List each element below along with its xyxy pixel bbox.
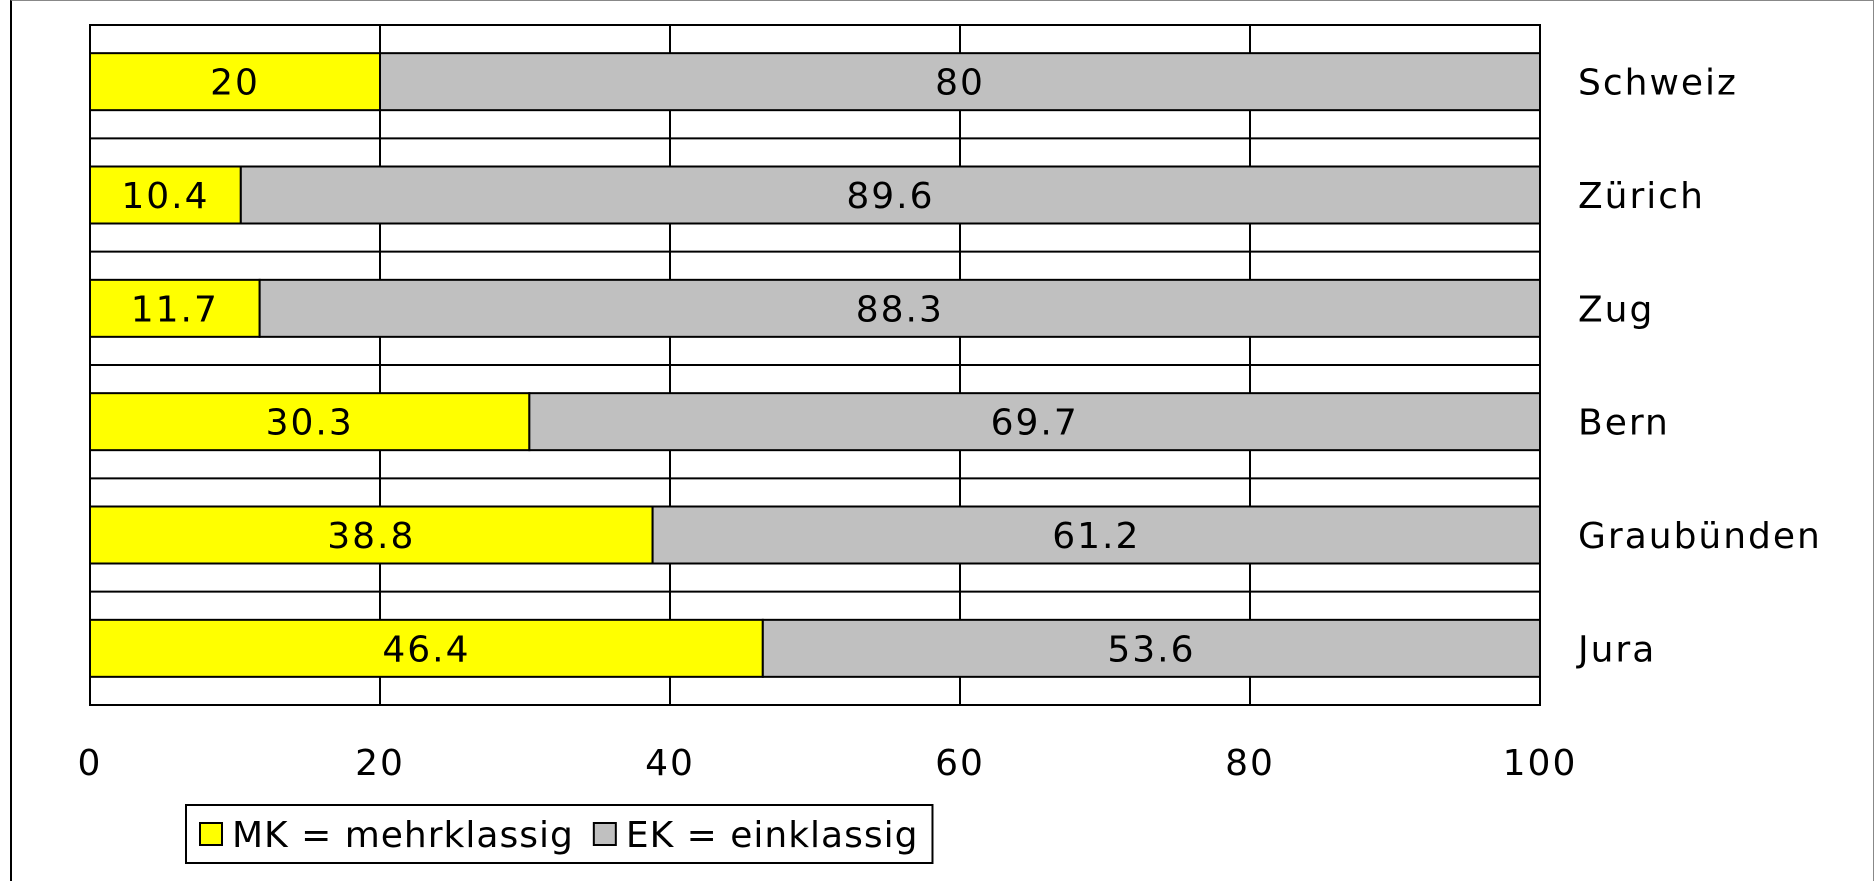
bar-segment: [89, 618, 764, 678]
x-tick-label: 80: [1225, 743, 1275, 784]
data-label: 53.6: [1107, 629, 1195, 670]
label-layer: 20 80 Schweiz 10.4 89.6 Zürich 11.7 88.3 Zug 30.3…: [78, 63, 1822, 784]
data-label: 69.7: [991, 403, 1079, 444]
data-label: 88.3: [856, 289, 944, 330]
x-tick-label: 60: [935, 743, 985, 784]
legend-label: EK = einklassig: [626, 815, 919, 856]
data-label: 89.6: [846, 176, 934, 217]
category-label: Zürich: [1578, 176, 1705, 217]
bar-segment: [258, 278, 1541, 338]
data-label: 10.4: [121, 176, 209, 217]
data-label: 46.4: [382, 629, 470, 670]
bar-segment: [89, 165, 242, 225]
bar-segment: [761, 618, 1541, 678]
plot-border-layer: [89, 24, 1541, 706]
data-label: 11.7: [131, 289, 219, 330]
category-label: Jura: [1576, 629, 1656, 670]
category-label: Graubünden: [1578, 516, 1822, 557]
bar-segment: [89, 278, 261, 338]
legend-swatch: [592, 822, 617, 846]
x-tick-label: 100: [1503, 743, 1578, 784]
data-label: 80: [935, 63, 985, 104]
x-tick-label: 0: [78, 743, 103, 784]
bar-segment: [89, 505, 654, 565]
x-tick-label: 40: [645, 743, 695, 784]
x-tick-label: 20: [355, 743, 405, 784]
category-label: Zug: [1578, 289, 1654, 330]
bar-segment: [528, 392, 1541, 452]
legend-box: [185, 804, 934, 864]
grid-layer: [89, 25, 1541, 705]
category-label: Schweiz: [1578, 63, 1738, 104]
category-label: Bern: [1578, 403, 1670, 444]
legend: MK = mehrklassig EK = einklassig: [185, 804, 934, 864]
legend-swatch: [199, 822, 223, 846]
data-label: 30.3: [266, 403, 354, 444]
bar-segment: [239, 165, 1541, 225]
data-label: 38.8: [327, 516, 415, 557]
legend-label: MK = mehrklassig: [232, 815, 574, 856]
bar-segment: [89, 392, 531, 452]
data-label: 61.2: [1052, 516, 1140, 557]
data-label: 20: [210, 63, 260, 104]
plot-border: [89, 24, 1541, 706]
